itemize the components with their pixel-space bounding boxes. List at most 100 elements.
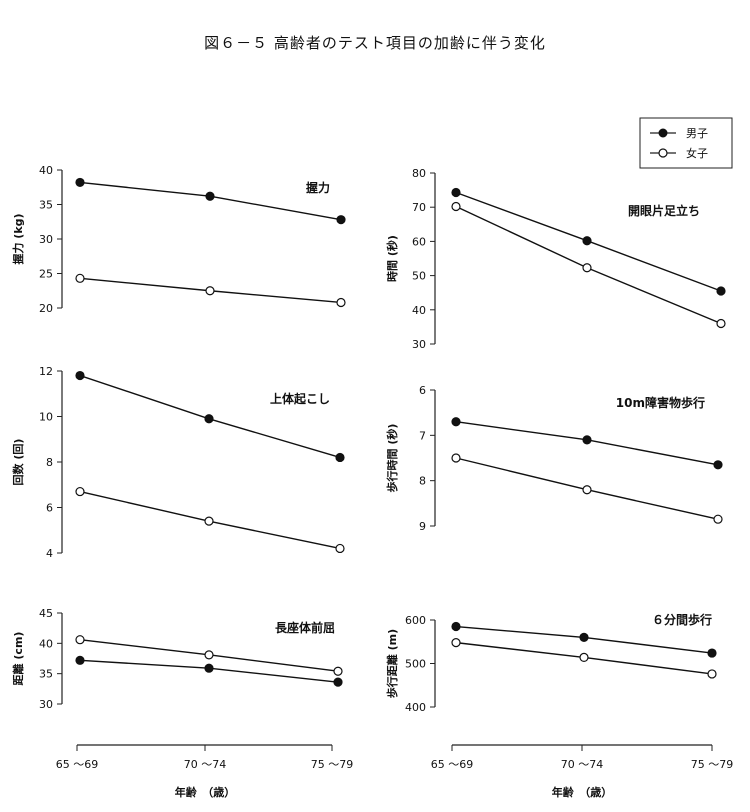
y-tick-label-grip-0: 20 xyxy=(39,302,53,315)
point-sit-ups-male-0 xyxy=(75,370,85,381)
point-six-minute-walk-female-0 xyxy=(451,638,461,648)
y-tick-label-six-minute-walk-2: 600 xyxy=(405,614,426,627)
legend-marker-female xyxy=(658,148,668,158)
point-one-leg-stand-male-2 xyxy=(716,286,726,296)
y-axis-title-obstacle-walk: 歩行時間 (秒) xyxy=(385,424,399,493)
point-grip-female-0 xyxy=(75,273,85,283)
legend-marker-male xyxy=(658,128,668,138)
legend-box xyxy=(639,117,733,169)
y-tick-label-obstacle-walk-1: 7 xyxy=(419,429,426,442)
point-sit-ups-female-0 xyxy=(75,486,85,497)
x-tick-label-right-0: 65 ～69 xyxy=(431,758,474,771)
series-line-grip-male xyxy=(79,181,342,221)
point-obstacle-walk-female-0 xyxy=(451,453,461,463)
y-tick-label-six-minute-walk-1: 500 xyxy=(405,658,426,671)
y-tick-label-sit-ups-4: 12 xyxy=(39,365,53,378)
point-sit-and-reach-male-2 xyxy=(333,677,343,687)
y-tick-label-sit-ups-0: 4 xyxy=(46,547,53,560)
point-six-minute-walk-male-2 xyxy=(707,648,717,658)
point-obstacle-walk-male-1 xyxy=(582,435,592,445)
y-axis-title-sit-ups: 回数 (回) xyxy=(11,439,25,486)
y-tick-label-grip-2: 30 xyxy=(39,233,53,246)
y-tick-label-sit-and-reach-1: 35 xyxy=(39,668,53,681)
point-obstacle-walk-male-0 xyxy=(451,417,461,427)
panel-title-obstacle-walk: 10m障害物歩行 xyxy=(616,395,705,410)
y-tick-label-grip-1: 25 xyxy=(39,268,53,281)
x-tick-label-left-2: 75 ～79 xyxy=(311,758,354,771)
y-tick-label-obstacle-walk-0: 6 xyxy=(419,384,426,397)
point-sit-and-reach-male-1 xyxy=(204,663,214,673)
x-tick-label-left-1: 70 ～74 xyxy=(184,758,227,771)
y-tick-label-six-minute-walk-0: 400 xyxy=(405,701,426,714)
y-tick-label-grip-3: 35 xyxy=(39,199,53,212)
y-tick-label-sit-and-reach-3: 45 xyxy=(39,607,53,620)
panel-title-grip: 握力 xyxy=(306,180,330,195)
point-sit-and-reach-female-0 xyxy=(75,635,85,645)
point-sit-and-reach-female-1 xyxy=(204,650,214,660)
point-one-leg-stand-female-1 xyxy=(582,263,592,273)
legend: 男子 女子 xyxy=(639,117,733,169)
point-six-minute-walk-female-2 xyxy=(707,669,717,679)
x-tick-label-right-2: 75 ～79 xyxy=(691,758,734,771)
y-tick-label-obstacle-walk-3: 9 xyxy=(419,520,426,533)
panel-title-sit-ups: 上体起こし xyxy=(270,391,330,406)
point-six-minute-walk-female-1 xyxy=(579,652,589,663)
x-axis-title-right: 年齢 （歳） xyxy=(552,785,613,799)
point-grip-female-2 xyxy=(336,297,346,308)
point-sit-ups-female-1 xyxy=(204,516,214,526)
y-tick-label-one-leg-stand-4: 70 xyxy=(412,201,426,214)
y-tick-label-sit-and-reach-0: 30 xyxy=(39,698,53,711)
figure-title: 図６－５ 高齢者のテスト項目の加齢に伴う変化 xyxy=(204,34,546,52)
y-axis-title-grip: 握力 (kg) xyxy=(11,213,25,264)
point-six-minute-walk-male-1 xyxy=(579,632,589,643)
y-tick-label-grip-4: 40 xyxy=(39,164,53,177)
x-axis-left: 65 ～69 70 ～74 75 ～79 年齢 （歳） xyxy=(56,744,354,799)
point-grip-female-1 xyxy=(205,286,215,296)
point-grip-male-1 xyxy=(205,191,215,201)
y-tick-label-one-leg-stand-5: 80 xyxy=(412,167,426,180)
legend-label-male: 男子 xyxy=(686,127,708,140)
point-grip-male-2 xyxy=(336,215,346,225)
panel-title-one-leg-stand: 開眼片足立ち xyxy=(628,203,700,218)
point-six-minute-walk-male-0 xyxy=(451,621,461,632)
y-tick-label-one-leg-stand-1: 40 xyxy=(412,304,426,317)
y-tick-label-one-leg-stand-2: 50 xyxy=(412,270,426,283)
point-one-leg-stand-female-0 xyxy=(451,201,461,212)
y-axis-title-sit-and-reach: 距離 (cm) xyxy=(11,632,25,686)
y-tick-label-one-leg-stand-0: 30 xyxy=(412,338,426,351)
point-sit-ups-female-2 xyxy=(335,543,345,554)
x-tick-label-left-0: 65 ～69 xyxy=(56,758,99,771)
x-axis-title-left: 年齢 （歳） xyxy=(175,785,236,799)
y-axis-title-one-leg-stand: 時間 (秒) xyxy=(385,235,399,282)
point-obstacle-walk-female-1 xyxy=(582,485,592,495)
point-sit-ups-male-1 xyxy=(204,414,214,424)
point-one-leg-stand-male-1 xyxy=(582,236,592,246)
y-tick-label-sit-ups-2: 8 xyxy=(46,456,53,469)
y-tick-label-sit-and-reach-2: 40 xyxy=(39,637,53,650)
x-tick-label-right-1: 70 ～74 xyxy=(561,758,604,771)
panel-title-six-minute-walk: ６分間歩行 xyxy=(652,612,712,627)
y-tick-label-one-leg-stand-3: 60 xyxy=(412,235,426,248)
y-tick-label-obstacle-walk-2: 8 xyxy=(419,475,426,488)
point-sit-and-reach-male-0 xyxy=(75,655,85,665)
point-sit-and-reach-female-2 xyxy=(333,666,343,676)
point-obstacle-walk-male-2 xyxy=(713,460,723,470)
point-obstacle-walk-female-2 xyxy=(713,514,723,524)
legend-label-female: 女子 xyxy=(686,146,708,160)
point-sit-ups-male-2 xyxy=(335,452,345,463)
x-axis-right: 65 ～69 70 ～74 75 ～79 年齢 （歳） xyxy=(431,744,734,799)
point-grip-male-0 xyxy=(75,177,85,188)
panel-title-sit-and-reach: 長座体前屈 xyxy=(275,620,335,635)
point-one-leg-stand-female-2 xyxy=(716,318,726,329)
y-tick-label-sit-ups-3: 10 xyxy=(39,411,53,424)
y-axis-title-six-minute-walk: 歩行距離 (m) xyxy=(385,629,399,698)
y-tick-label-sit-ups-1: 6 xyxy=(46,502,53,515)
